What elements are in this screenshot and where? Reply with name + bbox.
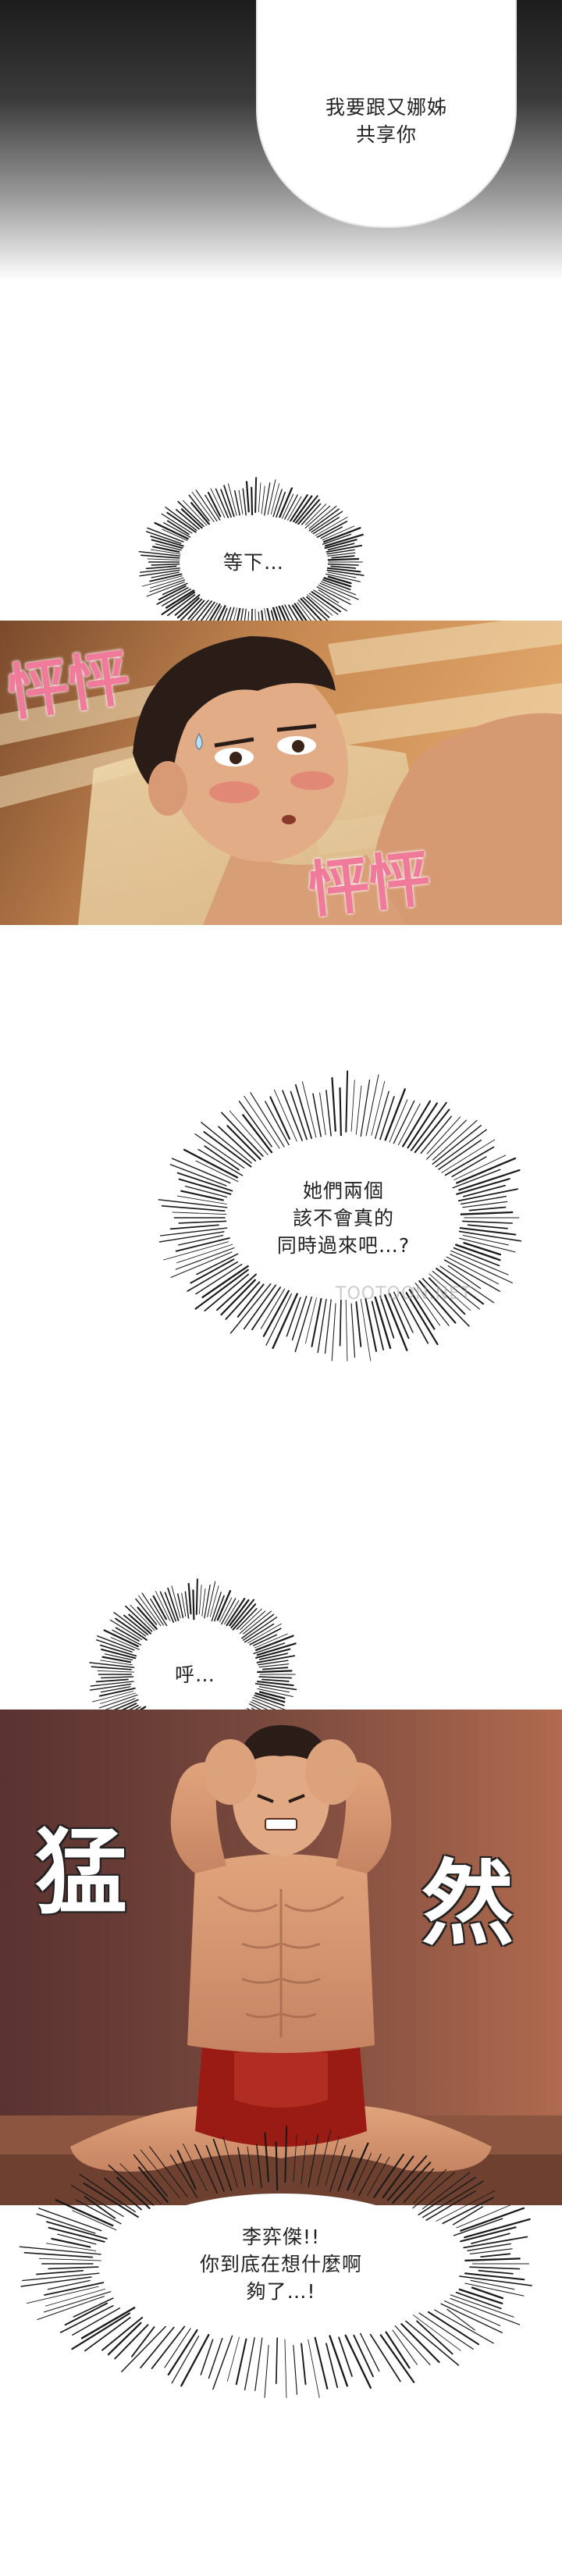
sfx-jolt-left: 猛 xyxy=(35,1818,128,1927)
burst-core-scold xyxy=(109,2194,453,2334)
burst-lines-scold xyxy=(19,2126,532,2399)
burst-core-wait xyxy=(180,515,328,609)
panel-boy-sitting-art xyxy=(0,1710,562,2205)
sfx-jolt-right: 然 xyxy=(422,1849,514,1958)
burst-lines-wait xyxy=(138,477,365,645)
sfx-heartbeat-top: 怦怦 xyxy=(3,642,134,730)
speech-bubble-share: 我要跟又娜姊 共享你 xyxy=(258,0,515,226)
burst-lines-worry xyxy=(158,1070,522,1361)
speech-text-worry: 她們兩個 該不會真的 同時過來吧…? xyxy=(276,1179,411,1257)
speech-text-share: 我要跟又娜姊 共享你 xyxy=(325,96,447,146)
speech-text-sigh: 呼… xyxy=(174,1663,215,1686)
burst-bubble-wait: 等下… xyxy=(133,476,375,648)
panel-boy-lying: 怦怦 怦怦 xyxy=(0,621,562,925)
sfx-heartbeat-bottom: 怦怦 xyxy=(304,843,434,925)
burst-core-worry xyxy=(226,1136,461,1300)
speech-text-scold: 李弈傑!! 你到底在想什麼啊 夠了…! xyxy=(199,2225,362,2303)
speech-text-wait: 等下… xyxy=(222,550,284,574)
panel-boy-lying-art xyxy=(0,621,562,925)
watermark: TOOTOON.NET xyxy=(336,1284,472,1304)
burst-bubble-scold: 李弈傑!! 你到底在想什麼啊 夠了…! xyxy=(12,2123,550,2404)
panel-boy-sitting: 猛 然 xyxy=(0,1710,562,2205)
burst-bubble-worry: 她們兩個 該不會真的 同時過來吧…? xyxy=(152,1069,535,1366)
